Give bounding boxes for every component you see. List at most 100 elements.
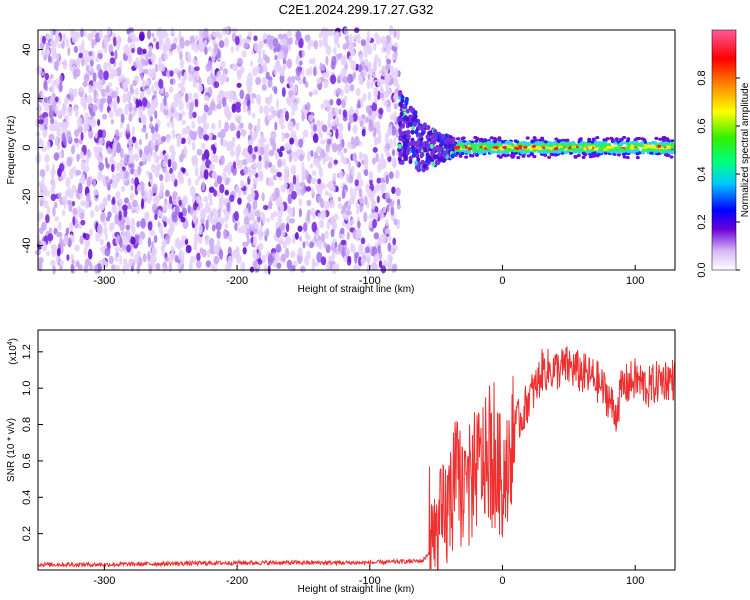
spectrogram-cell xyxy=(516,156,521,160)
spectrogram-cell xyxy=(61,40,65,49)
spectrogram-cell xyxy=(235,101,242,109)
spectrogram-cell xyxy=(654,149,659,154)
spectrogram-cell xyxy=(191,155,198,167)
spectrogram-cell xyxy=(286,215,291,225)
spectrogram-cell xyxy=(392,237,397,246)
snr-y-label: SNR (10 * v/v) xyxy=(6,418,17,482)
spectrogram-cell xyxy=(230,140,236,149)
spectrogram-cell xyxy=(187,204,191,214)
spectrogram-cell xyxy=(408,155,413,161)
spectrogram-cell xyxy=(171,128,176,140)
spectrogram-cell xyxy=(321,124,328,133)
spectrogram-cell xyxy=(236,69,243,77)
spectrogram-cell xyxy=(417,124,422,130)
spectrogram-cell xyxy=(111,148,115,158)
spectrogram-cell xyxy=(236,130,241,139)
spectrogram-cell xyxy=(332,221,338,230)
spectrogram-cell xyxy=(109,72,115,79)
spectrogram-cell xyxy=(259,104,264,114)
spectrogram-cell xyxy=(111,173,116,182)
spectrogram-cell xyxy=(356,33,361,44)
spectrogram-cell xyxy=(436,134,441,140)
spectrogram-cell xyxy=(142,114,147,125)
spectrogram-cell xyxy=(145,211,150,221)
spectrogram-cell xyxy=(563,138,568,142)
spectrogram-cell xyxy=(124,197,129,204)
spectrogram-cell xyxy=(111,164,115,173)
spectrogram-cell xyxy=(335,128,339,140)
spectrogram-y-ticks: -40 -20 0 20 40 xyxy=(21,43,43,253)
spectrogram-cell xyxy=(39,139,44,150)
spectrogram-cell xyxy=(86,192,91,202)
spectrogram-cell xyxy=(226,260,233,268)
spectrogram-cell xyxy=(132,125,135,136)
spectrogram-cell xyxy=(258,172,264,182)
spectrogram-cell xyxy=(376,195,380,204)
spectrogram-cell xyxy=(525,141,530,146)
spectrogram-cell xyxy=(354,254,358,264)
spectrogram-cell xyxy=(159,211,164,218)
spectrogram-cell xyxy=(331,55,337,66)
spectrogram-cell xyxy=(354,136,360,147)
spectrogram-cell xyxy=(85,155,89,165)
spectrogram-cell xyxy=(556,150,561,154)
spectrogram-cell xyxy=(113,36,117,47)
spectrogram-cell xyxy=(75,261,80,268)
spectrogram-cell xyxy=(128,154,135,165)
spectrogram-cell xyxy=(150,102,154,108)
spectrogram-cell xyxy=(193,232,199,244)
y-tick-label: 0.2 xyxy=(21,526,33,541)
spectrogram-cell xyxy=(291,238,296,244)
spectrogram-cell xyxy=(120,185,126,192)
spectrogram-cell xyxy=(581,144,586,148)
spectrogram-cell xyxy=(253,235,257,247)
spectrogram-cell xyxy=(194,66,200,72)
spectrogram-cell xyxy=(130,236,136,245)
spectrogram-cell xyxy=(96,64,102,72)
spectrogram-cell xyxy=(138,138,143,146)
spectrogram-cell xyxy=(253,35,258,42)
spectrogram-cell xyxy=(386,261,393,270)
spectrogram-cell xyxy=(277,158,283,168)
spectrogram-cell xyxy=(151,133,158,141)
spectrogram-cell xyxy=(366,61,372,69)
spectrogram-cell xyxy=(295,30,302,41)
spectrogram-cell xyxy=(586,142,591,146)
spectrogram-cell xyxy=(619,142,624,146)
spectrogram-cell xyxy=(101,113,108,120)
spectrogram-cell xyxy=(311,221,318,233)
spectrogram-cell xyxy=(52,206,56,217)
spectrogram-cell xyxy=(45,42,49,48)
spectrogram-cell xyxy=(82,81,88,88)
spectrogram-cell xyxy=(330,74,337,85)
spectrogram-cell xyxy=(115,190,121,200)
spectrogram-cell xyxy=(111,203,118,214)
spectrogram-cell xyxy=(288,154,293,163)
spectrogram-cell xyxy=(142,97,148,108)
spectrogram-cell xyxy=(220,128,226,139)
spectrogram-cell xyxy=(322,72,326,78)
spectrogram-cell xyxy=(82,96,87,107)
spectrogram-cell xyxy=(153,97,158,107)
spectrogram-cell xyxy=(178,82,182,89)
spectrogram-cell xyxy=(289,218,296,224)
spectrogram-cell xyxy=(337,150,342,156)
spectrogram-cell xyxy=(625,155,630,160)
spectrogram-cell xyxy=(151,84,155,93)
spectrogram-cell xyxy=(185,244,192,254)
spectrogram-cell xyxy=(86,94,93,105)
spectrogram-cell xyxy=(87,33,92,40)
x-tick-label: 100 xyxy=(626,275,644,287)
spectrogram-cell xyxy=(143,145,150,156)
spectrogram-cell xyxy=(212,31,217,38)
spectrogram-cell xyxy=(505,153,510,157)
spectrogram-cell xyxy=(349,33,353,44)
spectrogram-cell xyxy=(530,139,535,143)
spectrogram-cell xyxy=(444,133,449,139)
spectrogram-cell xyxy=(178,211,184,219)
spectrogram-cell xyxy=(379,159,386,170)
spectrogram-cell xyxy=(195,195,201,204)
spectrogram-cell xyxy=(318,39,323,48)
spectrogram-cell xyxy=(191,141,196,151)
